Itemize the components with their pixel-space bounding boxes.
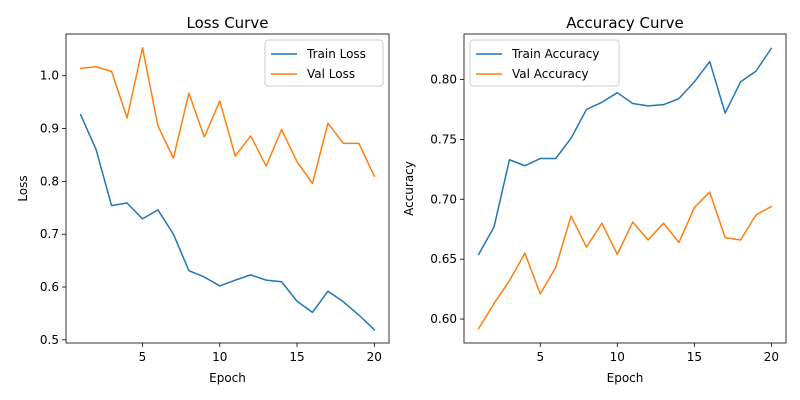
x-axis-label: Epoch: [607, 371, 644, 385]
y-tick-label: 0.80: [430, 73, 457, 87]
y-tick-label: 0.9: [40, 122, 59, 136]
y-tick-label: 0.65: [430, 252, 457, 266]
chart-panel-2: 5 10 15 20 0.60 0.65 0.70 0.75 0.80 Accuracy Curv…: [402, 14, 787, 385]
x-tick-label: 15: [289, 350, 304, 364]
y-tick-label: 0.75: [430, 132, 457, 146]
series-line-2: [477, 191, 773, 330]
y-tick-label: 0.5: [40, 333, 59, 347]
chart-title: Accuracy Curve: [566, 14, 684, 32]
y-tick-label: 0.6: [40, 280, 59, 294]
x-axis-label: Epoch: [209, 371, 246, 385]
y-tick-label: 0.60: [430, 312, 457, 326]
chart-panel-1: 5 10 15 20 0.5 0.6 0.7 0.8 0.9 1.0 Loss Curve Epoch…: [16, 14, 390, 385]
legend: Train Accuracy Val Accuracy: [469, 39, 620, 87]
chart-title: Loss Curve: [187, 14, 269, 32]
x-tick-label: 20: [367, 350, 382, 364]
axes-frame: [463, 33, 787, 344]
series-line-2: [79, 46, 376, 185]
y-tick-label: 0.70: [430, 192, 457, 206]
x-tick-label: 15: [687, 350, 702, 364]
y-tick-label: 0.8: [40, 174, 59, 188]
y-axis-label: Loss: [16, 175, 30, 201]
legend-label: Val Accuracy: [512, 67, 589, 81]
x-tick-label: 10: [212, 350, 227, 364]
x-tick-label: 20: [764, 350, 779, 364]
legend-label: Train Accuracy: [511, 47, 599, 61]
y-tick-label: 1.0: [40, 69, 59, 83]
y-axis-label: Accuracy: [402, 161, 416, 216]
x-tick-label: 10: [610, 350, 625, 364]
legend-box: [469, 39, 620, 87]
x-tick-label: 5: [536, 350, 544, 364]
legend: Train Loss Val Loss: [264, 39, 384, 87]
series-line-1: [79, 113, 376, 331]
legend-label: Val Loss: [307, 67, 355, 81]
series-line-1: [477, 47, 773, 256]
y-tick-label: 0.7: [40, 227, 59, 241]
legend-label: Train Loss: [306, 47, 366, 61]
x-tick-label: 5: [139, 350, 147, 364]
axes-frame: [65, 33, 390, 344]
